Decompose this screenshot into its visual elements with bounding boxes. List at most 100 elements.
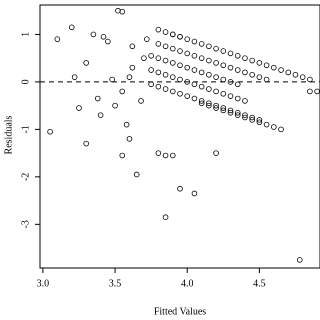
point: [97, 112, 104, 118]
point: [169, 31, 176, 38]
point: [198, 69, 205, 76]
point: [155, 55, 162, 61]
point: [100, 34, 107, 40]
point: [155, 69, 162, 76]
point: [162, 43, 169, 50]
point: [155, 83, 162, 90]
y-tick-label: 0: [20, 79, 31, 84]
point: [155, 150, 162, 156]
point: [206, 100, 212, 107]
point: [242, 114, 248, 121]
point: [213, 102, 219, 109]
point: [198, 98, 205, 104]
x-tick-label: 4.0: [181, 278, 194, 289]
point: [126, 74, 133, 80]
point: [242, 69, 248, 76]
point: [256, 60, 263, 66]
point: [242, 112, 248, 118]
x-tick-label: 3.5: [109, 278, 122, 289]
point: [220, 90, 227, 97]
point: [314, 88, 320, 95]
point: [234, 112, 241, 118]
point: [162, 29, 169, 35]
point: [162, 57, 169, 64]
point: [206, 71, 212, 78]
point: [234, 95, 241, 102]
point: [177, 185, 183, 192]
x-axis-label: Fitted Values: [154, 306, 206, 317]
point: [184, 36, 191, 42]
point: [129, 64, 136, 71]
point: [220, 105, 227, 111]
point: [227, 109, 234, 116]
point: [206, 86, 212, 92]
point: [220, 62, 227, 69]
point: [155, 41, 162, 47]
point: [169, 152, 176, 159]
point: [271, 64, 277, 71]
point: [234, 81, 241, 88]
point: [278, 67, 284, 73]
point: [256, 119, 263, 126]
point: [162, 214, 169, 221]
point: [184, 93, 191, 99]
point: [83, 60, 89, 66]
point: [220, 76, 227, 83]
point: [213, 45, 219, 52]
point: [162, 86, 169, 92]
point: [213, 60, 219, 66]
point: [234, 52, 241, 59]
point: [119, 152, 126, 159]
point: [184, 50, 191, 57]
point: [177, 48, 183, 54]
point: [263, 62, 270, 69]
point: [198, 41, 205, 47]
point: [94, 95, 101, 102]
point: [191, 67, 198, 73]
point: [144, 36, 150, 42]
point: [47, 128, 53, 135]
point: [177, 34, 183, 40]
point: [148, 81, 154, 88]
point: [256, 117, 263, 123]
point: [263, 76, 270, 83]
point: [155, 26, 162, 33]
point: [227, 79, 234, 85]
point: [169, 88, 176, 95]
x-tick-label: 3.0: [37, 278, 50, 289]
point: [177, 90, 183, 97]
point: [227, 50, 234, 57]
point: [112, 102, 118, 109]
point: [213, 74, 219, 80]
point: [191, 81, 198, 88]
plot-frame: [39, 4, 320, 269]
point: [206, 102, 212, 109]
point: [177, 62, 183, 69]
point: [213, 88, 219, 95]
point: [169, 60, 176, 66]
point: [285, 69, 292, 76]
point: [220, 107, 227, 114]
point: [213, 150, 219, 156]
point: [242, 55, 248, 61]
point: [296, 257, 303, 263]
point: [307, 76, 313, 83]
y-tick-label: -2: [20, 173, 31, 181]
point: [227, 64, 234, 71]
y-axis-label: Residuals: [3, 115, 14, 154]
point: [271, 124, 277, 130]
point: [138, 98, 144, 104]
point: [256, 74, 263, 80]
point: [162, 71, 169, 78]
point: [148, 67, 154, 73]
y-tick-label: 1: [20, 32, 31, 37]
point: [249, 57, 255, 64]
point: [191, 38, 198, 45]
point: [206, 57, 212, 64]
point: [83, 140, 89, 147]
point: [292, 71, 299, 78]
point: [71, 74, 78, 80]
point: [220, 48, 227, 54]
